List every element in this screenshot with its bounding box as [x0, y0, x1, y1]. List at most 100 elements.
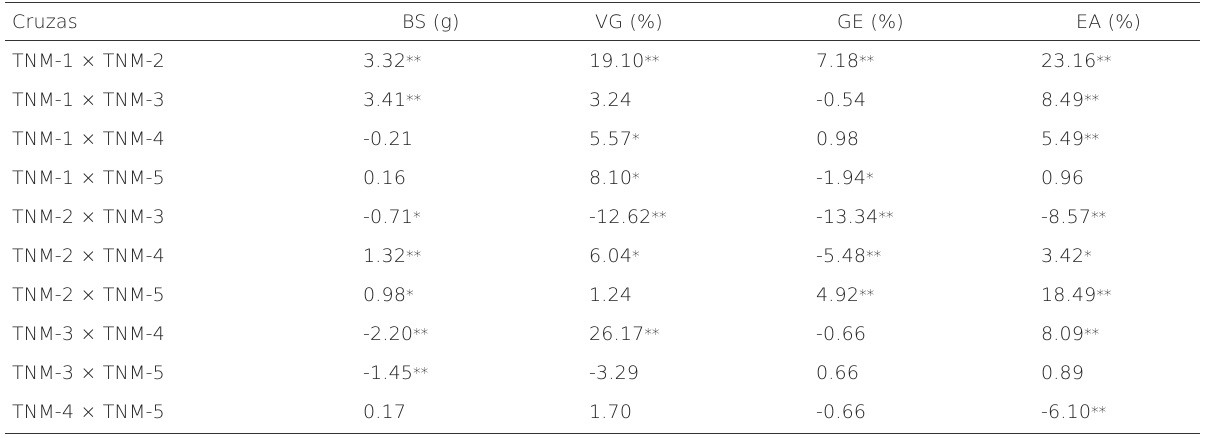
header-cruzas: Cruzas — [12, 11, 78, 33]
cell-ea: 8.09** — [1041, 315, 1099, 354]
cell-vg: 1.70 — [589, 393, 632, 432]
significance-mark: ** — [1096, 286, 1112, 304]
significance-mark: ** — [859, 286, 875, 304]
table-row: TNM-3 × TNM-4 -2.20** 26.17** -0.66 8.09** — [5, 315, 1200, 353]
significance-mark: ** — [406, 247, 422, 265]
table-row: TNM-4 × TNM-5 0.17 1.70 -0.66 -6.10** — [5, 393, 1200, 431]
cell-value: 3.42 — [1041, 245, 1085, 267]
cell-value: 18.49 — [1041, 284, 1097, 306]
cell-value: -6.10 — [1041, 401, 1092, 423]
cell-value: 0.16 — [363, 167, 407, 189]
cell-value: -2.20 — [363, 323, 414, 345]
cell-ea: 8.49** — [1041, 81, 1099, 120]
cross-label: TNM-3 × TNM-5 — [12, 362, 165, 384]
cell-bs: 0.98* — [363, 276, 414, 315]
significance-mark: ** — [866, 247, 882, 265]
cell-value: 0.98 — [816, 128, 860, 150]
significance-mark: * — [632, 169, 640, 187]
cell-value: 0.96 — [1041, 167, 1085, 189]
cell-value: -13.34 — [816, 206, 879, 228]
cell-ea: 0.96 — [1041, 159, 1084, 198]
header-rule — [5, 40, 1200, 41]
significance-mark: ** — [1084, 130, 1100, 148]
cell-value: 3.24 — [589, 89, 633, 111]
table-row: TNM-3 × TNM-5 -1.45** -3.29 0.66 0.89 — [5, 354, 1200, 392]
cell-value: -8.57 — [1041, 206, 1092, 228]
cell-bs: 0.16 — [363, 159, 406, 198]
significance-mark: * — [413, 208, 421, 226]
significance-mark: ** — [644, 52, 660, 70]
significance-mark: ** — [413, 325, 429, 343]
significance-mark: ** — [644, 325, 660, 343]
cell-vg: -3.29 — [589, 354, 639, 393]
cell-ea: 18.49** — [1041, 276, 1111, 315]
cell-value: -0.66 — [816, 323, 867, 345]
table-row: TNM-1 × TNM-2 3.32** 19.10** 7.18** 23.16** — [5, 42, 1200, 80]
cross-label: TNM-1 × TNM-3 — [12, 89, 165, 111]
cell-value: 19.10 — [589, 50, 645, 72]
header-bs: BS (g) — [402, 11, 460, 33]
cross-label: TNM-3 × TNM-4 — [12, 323, 165, 345]
cell-vg: 19.10** — [589, 42, 659, 81]
cross-label: TNM-2 × TNM-3 — [12, 206, 165, 228]
cell-ge: -5.48** — [816, 237, 881, 276]
cell-bs: 0.17 — [363, 393, 406, 432]
significance-mark: * — [632, 130, 640, 148]
significance-mark: * — [406, 286, 414, 304]
cell-ge: -0.66 — [816, 393, 866, 432]
cell-vg: 1.24 — [589, 276, 632, 315]
table-row: TNM-1 × TNM-4 -0.21 5.57* 0.98 5.49** — [5, 120, 1200, 158]
cell-vg: 5.57* — [589, 120, 640, 159]
header-row: Cruzas BS (g) VG (%) GE (%) EA (%) — [5, 3, 1200, 41]
cell-ge: -1.94* — [816, 159, 874, 198]
significance-mark: ** — [651, 208, 667, 226]
cell-value: 5.57 — [589, 128, 633, 150]
significance-mark: * — [1084, 247, 1092, 265]
cell-value: 4.92 — [816, 284, 860, 306]
cell-value: 23.16 — [1041, 50, 1097, 72]
significance-mark: ** — [859, 52, 875, 70]
cell-value: -3.29 — [589, 362, 640, 384]
cell-vg: 3.24 — [589, 81, 632, 120]
cell-value: 8.10 — [589, 167, 633, 189]
significance-mark: ** — [1091, 403, 1107, 421]
significance-mark: * — [866, 169, 874, 187]
cell-value: 0.98 — [363, 284, 407, 306]
cell-bs: -1.45** — [363, 354, 428, 393]
cell-value: 3.41 — [363, 89, 407, 111]
cell-value: 5.49 — [1041, 128, 1085, 150]
cross-label: TNM-2 × TNM-4 — [12, 245, 165, 267]
table-row: TNM-2 × TNM-4 1.32** 6.04* -5.48** 3.42* — [5, 237, 1200, 275]
cell-value: -1.94 — [816, 167, 867, 189]
bottom-rule — [5, 433, 1200, 434]
significance-mark: * — [632, 247, 640, 265]
significance-mark: ** — [1096, 52, 1112, 70]
significance-mark: ** — [406, 52, 422, 70]
cell-value: 0.17 — [363, 401, 407, 423]
cell-value: -0.66 — [816, 401, 867, 423]
cell-value: 8.09 — [1041, 323, 1085, 345]
cell-value: 1.32 — [363, 245, 407, 267]
cross-label: TNM-2 × TNM-5 — [12, 284, 165, 306]
significance-mark: ** — [1084, 91, 1100, 109]
cell-ea: -8.57** — [1041, 198, 1106, 237]
cell-value: -0.71 — [363, 206, 414, 228]
cell-value: 3.32 — [363, 50, 407, 72]
cell-value: -0.54 — [816, 89, 867, 111]
cell-ge: -0.54 — [816, 81, 866, 120]
cell-value: 26.17 — [589, 323, 645, 345]
cross-label: TNM-1 × TNM-2 — [12, 50, 165, 72]
cell-value: -0.21 — [363, 128, 414, 150]
cell-value: 8.49 — [1041, 89, 1085, 111]
cross-label: TNM-1 × TNM-5 — [12, 167, 165, 189]
cell-vg: -12.62** — [589, 198, 666, 237]
cell-ea: 23.16** — [1041, 42, 1111, 81]
cell-bs: 3.32** — [363, 42, 421, 81]
header-ea: EA (%) — [1076, 11, 1142, 33]
top-rule — [5, 2, 1200, 3]
header-ge: GE (%) — [837, 11, 904, 33]
cell-value: 0.66 — [816, 362, 860, 384]
significance-mark: ** — [406, 91, 422, 109]
header-vg: VG (%) — [595, 11, 663, 33]
cell-ea: 0.89 — [1041, 354, 1084, 393]
